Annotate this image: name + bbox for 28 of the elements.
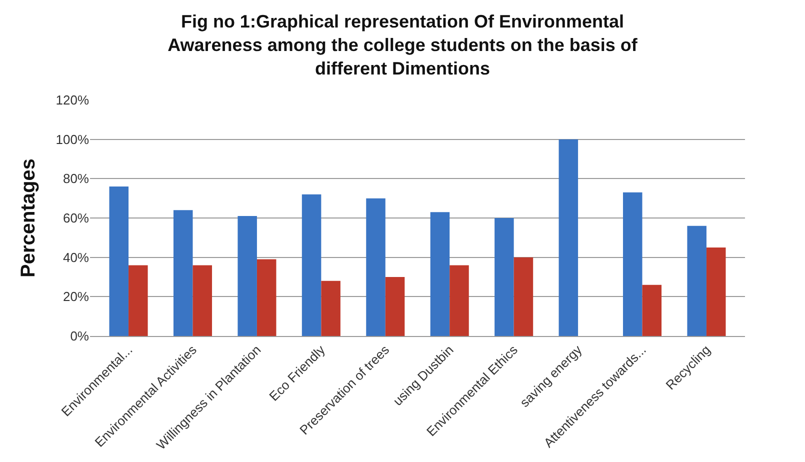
bar (173, 210, 193, 336)
bar (706, 248, 726, 336)
bar (302, 194, 322, 336)
bar (450, 265, 469, 336)
y-tick-label: 40% (62, 250, 90, 265)
y-tick-label: 0% (70, 328, 90, 344)
bar (430, 212, 450, 336)
bar (494, 218, 514, 336)
y-tick-label: 80% (62, 171, 90, 186)
bar (642, 284, 662, 336)
y-tick-label: 20% (62, 289, 90, 304)
chart-title: Fig no 1:Graphical representation Of Environmental Awareness among the college students on the basis of different Dimentions (168, 12, 638, 79)
bar (321, 280, 340, 336)
bar (385, 277, 405, 336)
y-tick-label: 60% (62, 210, 90, 226)
y-tick-label: 120% (56, 92, 90, 108)
bar (256, 259, 276, 336)
y-tick-label: 100% (56, 132, 90, 147)
bar (558, 139, 578, 336)
bar (109, 186, 129, 336)
bar (128, 265, 148, 336)
bar (622, 192, 642, 336)
y-axis-title: Percentages (17, 158, 40, 278)
bar (514, 257, 534, 336)
bar (366, 198, 386, 336)
bar (192, 265, 212, 336)
bar (687, 226, 706, 336)
bar (238, 216, 257, 336)
